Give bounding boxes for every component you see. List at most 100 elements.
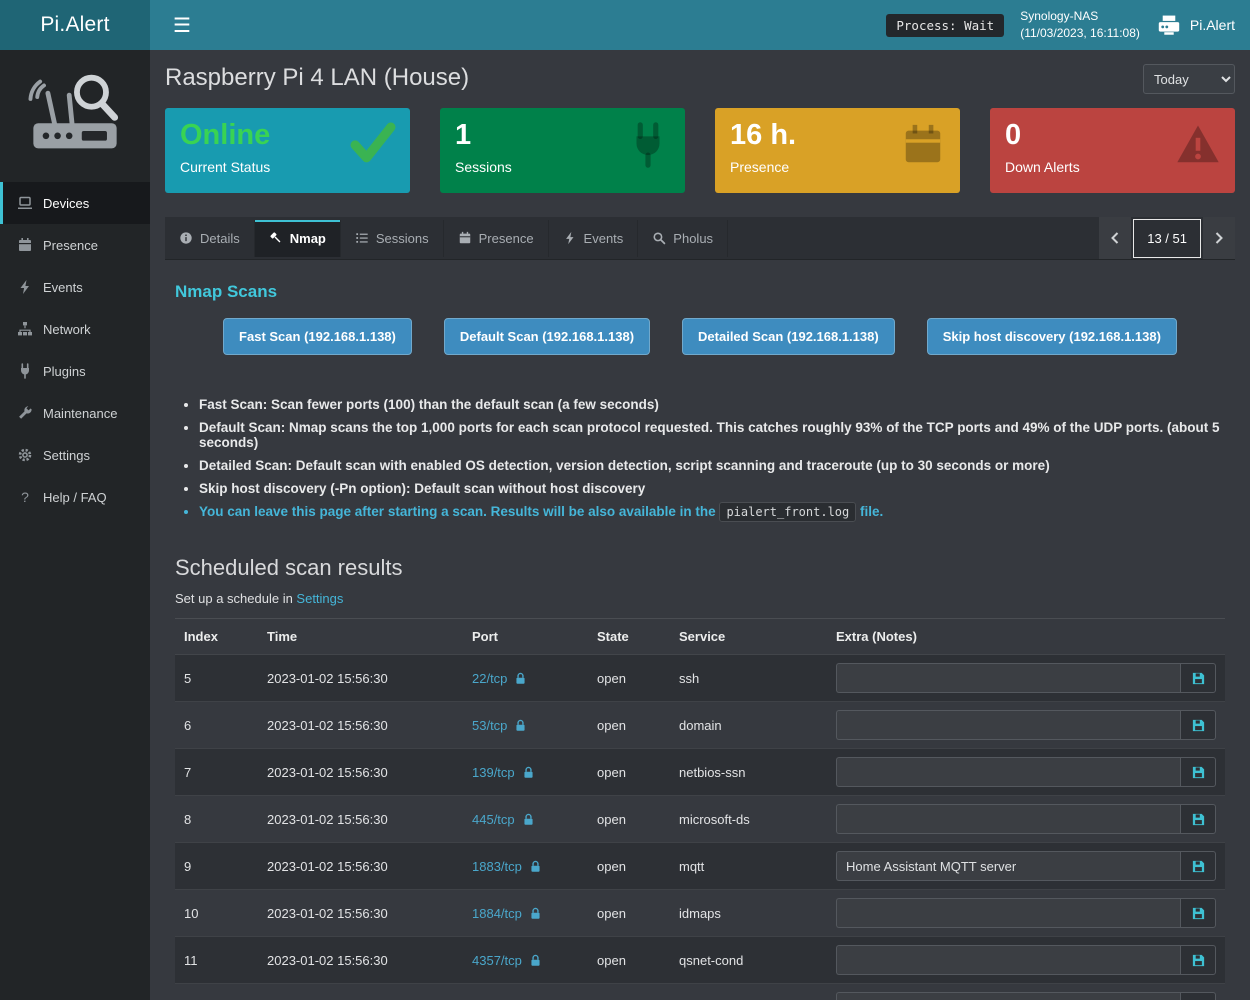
tab-label: Presence	[478, 230, 534, 246]
port-value: 53/tcp	[472, 717, 508, 733]
note-input[interactable]	[836, 757, 1180, 787]
sidebar-item-events[interactable]: Events	[0, 266, 150, 308]
fast-scan-button[interactable]: Fast Scan (192.168.1.138)	[223, 318, 412, 355]
cell-service: domain	[670, 701, 827, 749]
sidebar-item-label: Maintenance	[43, 405, 118, 421]
tab-details[interactable]: Details	[165, 219, 255, 257]
table-header-row: Index Time Port State Service Extra (Not…	[175, 618, 1225, 655]
tab-events[interactable]: Events	[549, 219, 639, 257]
cell-state: open	[588, 983, 670, 1000]
detailed-scan-button[interactable]: Detailed Scan (192.168.1.138)	[682, 318, 895, 355]
cell-index: 8	[175, 795, 258, 843]
sidebar-item-label: Devices	[43, 195, 90, 211]
summary-cards: Online Current Status 1 Sessions 16 h. P…	[165, 108, 1235, 193]
sessions-value: 1	[455, 119, 472, 151]
note-input[interactable]	[836, 945, 1180, 975]
log-note-prefix: You can leave this page after starting a…	[199, 504, 720, 519]
note-input[interactable]	[836, 804, 1180, 834]
scan-results-table: Index Time Port State Service Extra (Not…	[175, 618, 1225, 1000]
cell-state: open	[588, 748, 670, 796]
period-select[interactable]: Today	[1143, 64, 1235, 94]
navbar: ☰ Process: Wait Synology-NAS (11/03/2023…	[150, 0, 1250, 50]
prev-device-button[interactable]	[1099, 217, 1132, 259]
sidebar-item-presence[interactable]: Presence	[0, 224, 150, 266]
lock-icon	[514, 672, 527, 685]
settings-link[interactable]: Settings	[296, 591, 344, 606]
cell-time: 2023-01-02 15:56:30	[258, 983, 463, 1000]
nas-icon	[1156, 14, 1182, 36]
next-device-button[interactable]	[1203, 217, 1235, 259]
wrench-icon	[17, 405, 33, 421]
down-alerts-card[interactable]: 0 Down Alerts	[990, 108, 1235, 193]
save-note-button[interactable]	[1180, 945, 1216, 975]
device-pager: 13 / 51	[1099, 217, 1235, 259]
table-row: 7 2023-01-02 15:56:30 139/tcp open netbi…	[175, 748, 1225, 796]
search-icon	[652, 231, 666, 245]
sidebar-item-help[interactable]: ? Help / FAQ	[0, 476, 150, 518]
note-input[interactable]	[836, 851, 1180, 881]
port-link[interactable]: 139/tcp	[472, 765, 535, 780]
sidebar-item-plugins[interactable]: Plugins	[0, 350, 150, 392]
port-value: 22/tcp	[472, 670, 508, 686]
save-note-button[interactable]	[1180, 898, 1216, 928]
note-input[interactable]	[836, 898, 1180, 928]
save-note-button[interactable]	[1180, 851, 1216, 881]
fast-scan-description: Fast Scan: Scan fewer ports (100) than t…	[199, 397, 1225, 412]
default-scan-description: Default Scan: Nmap scans the top 1,000 p…	[199, 420, 1225, 450]
table-row: 11 2023-01-02 15:56:30 4357/tcp open qsn…	[175, 936, 1225, 984]
table-row: 10 2023-01-02 15:56:30 1884/tcp open idm…	[175, 889, 1225, 937]
sidebar-item-label: Presence	[43, 237, 98, 253]
skip-host-discovery-description: Skip host discovery (-Pn option): Defaul…	[199, 481, 1225, 496]
sidebar-item-label: Plugins	[43, 363, 86, 379]
col-time: Time	[258, 618, 463, 655]
save-note-button[interactable]	[1180, 804, 1216, 834]
save-note-button[interactable]	[1180, 663, 1216, 693]
sidebar-toggle-button[interactable]: ☰	[165, 9, 199, 42]
skip-host-discovery-button[interactable]: Skip host discovery (192.168.1.138)	[926, 318, 1177, 355]
save-note-button[interactable]	[1180, 757, 1216, 787]
sidebar-item-maintenance[interactable]: Maintenance	[0, 392, 150, 434]
lock-icon	[529, 907, 542, 920]
note-input[interactable]	[836, 663, 1180, 693]
presence-card[interactable]: 16 h. Presence	[715, 108, 960, 193]
brand-logo[interactable]: Pi.Alert	[0, 0, 150, 50]
sidebar-item-settings[interactable]: Settings	[0, 434, 150, 476]
port-link[interactable]: 4357/tcp	[472, 953, 542, 968]
log-filename: pialert_front.log	[719, 502, 857, 522]
port-value: 139/tcp	[472, 764, 515, 780]
tab-sessions[interactable]: Sessions	[341, 219, 444, 257]
default-scan-button[interactable]: Default Scan (192.168.1.138)	[443, 318, 651, 355]
user-menu[interactable]: Pi.Alert	[1156, 14, 1235, 36]
sessions-card[interactable]: 1 Sessions	[440, 108, 685, 193]
save-note-button[interactable]	[1180, 992, 1216, 1000]
sidebar-item-label: Help / FAQ	[43, 489, 107, 505]
sidebar-item-label: Events	[43, 279, 83, 295]
col-service: Service	[670, 618, 827, 655]
current-status-card[interactable]: Online Current Status	[165, 108, 410, 193]
cell-time: 2023-01-02 15:56:30	[258, 889, 463, 937]
cell-index: 10	[175, 889, 258, 937]
save-note-button[interactable]	[1180, 710, 1216, 740]
port-link[interactable]: 1883/tcp	[472, 859, 542, 874]
sidebar-item-devices[interactable]: Devices	[0, 182, 150, 224]
note-input[interactable]	[836, 710, 1180, 740]
scheduled-results-title: Scheduled scan results	[175, 555, 403, 580]
sidebar-item-network[interactable]: Network	[0, 308, 150, 350]
port-link[interactable]: 1884/tcp	[472, 906, 542, 921]
scan-buttons-row: Fast Scan (192.168.1.138) Default Scan (…	[175, 318, 1225, 355]
cell-index: 7	[175, 748, 258, 796]
port-link[interactable]: 53/tcp	[472, 718, 527, 733]
presence-label: Presence	[730, 158, 790, 175]
tab-nmap[interactable]: Nmap	[254, 219, 341, 257]
sitemap-icon	[17, 321, 33, 337]
cell-time: 2023-01-02 15:56:30	[258, 842, 463, 890]
tab-presence[interactable]: Presence	[444, 219, 549, 257]
port-link[interactable]: 445/tcp	[472, 812, 535, 827]
tab-pholus[interactable]: Pholus	[638, 219, 729, 257]
tab-label: Sessions	[375, 230, 429, 246]
port-link[interactable]: 22/tcp	[472, 671, 527, 686]
sidebar: Devices Presence Events Network Plugins …	[0, 50, 150, 1000]
server-name: Synology-NAS	[1020, 8, 1099, 23]
note-input[interactable]	[836, 992, 1180, 1000]
cell-time: 2023-01-02 15:56:30	[258, 748, 463, 796]
